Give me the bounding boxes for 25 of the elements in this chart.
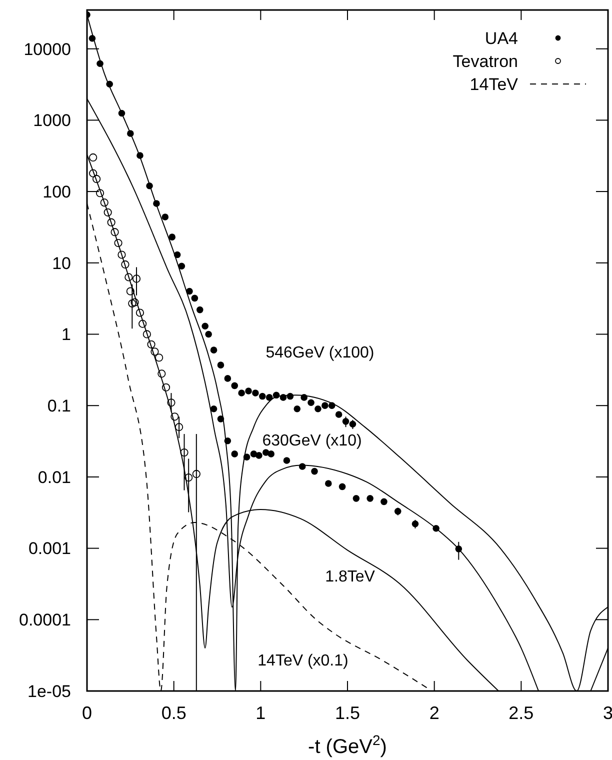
annotation: 1.8TeV xyxy=(325,568,376,586)
y-tick-label: 0.001 xyxy=(28,539,71,558)
y-tick-label: 0.0001 xyxy=(19,610,71,630)
x-tick-label: 1.5 xyxy=(334,703,360,723)
x-tick-label: 0.5 xyxy=(161,703,186,723)
x-axis-title: -t (GeV$^{2}$) xyxy=(308,732,387,758)
x-tick-label: 2.5 xyxy=(508,703,534,723)
legend-label: UA4 xyxy=(484,28,518,48)
x-tick-label: 2 xyxy=(429,703,440,723)
x-tick-label: 3 xyxy=(602,703,612,723)
annotation: 630GeV (x10) xyxy=(262,432,362,450)
legend-label: 14TeV xyxy=(470,74,519,94)
y-tick-label: 100 xyxy=(42,182,71,202)
y-tick-label: 1 xyxy=(62,325,71,344)
y-tick-label: 1000 xyxy=(33,111,71,130)
x-tick-label: 0 xyxy=(82,703,92,723)
x-tick-label: 1 xyxy=(256,703,266,723)
y-tick-label: 0.1 xyxy=(47,396,71,416)
y-tick-label: 10 xyxy=(52,254,71,273)
annotation: 14TeV (x0.1) xyxy=(258,652,348,670)
y-tick-label: 0.01 xyxy=(38,468,71,487)
annotation: 546GeV (x100) xyxy=(266,344,374,362)
y-tick-label: 1e-05 xyxy=(28,682,71,701)
legend-label: Tevatron xyxy=(452,52,518,71)
y-tick-label: 10000 xyxy=(24,40,71,59)
